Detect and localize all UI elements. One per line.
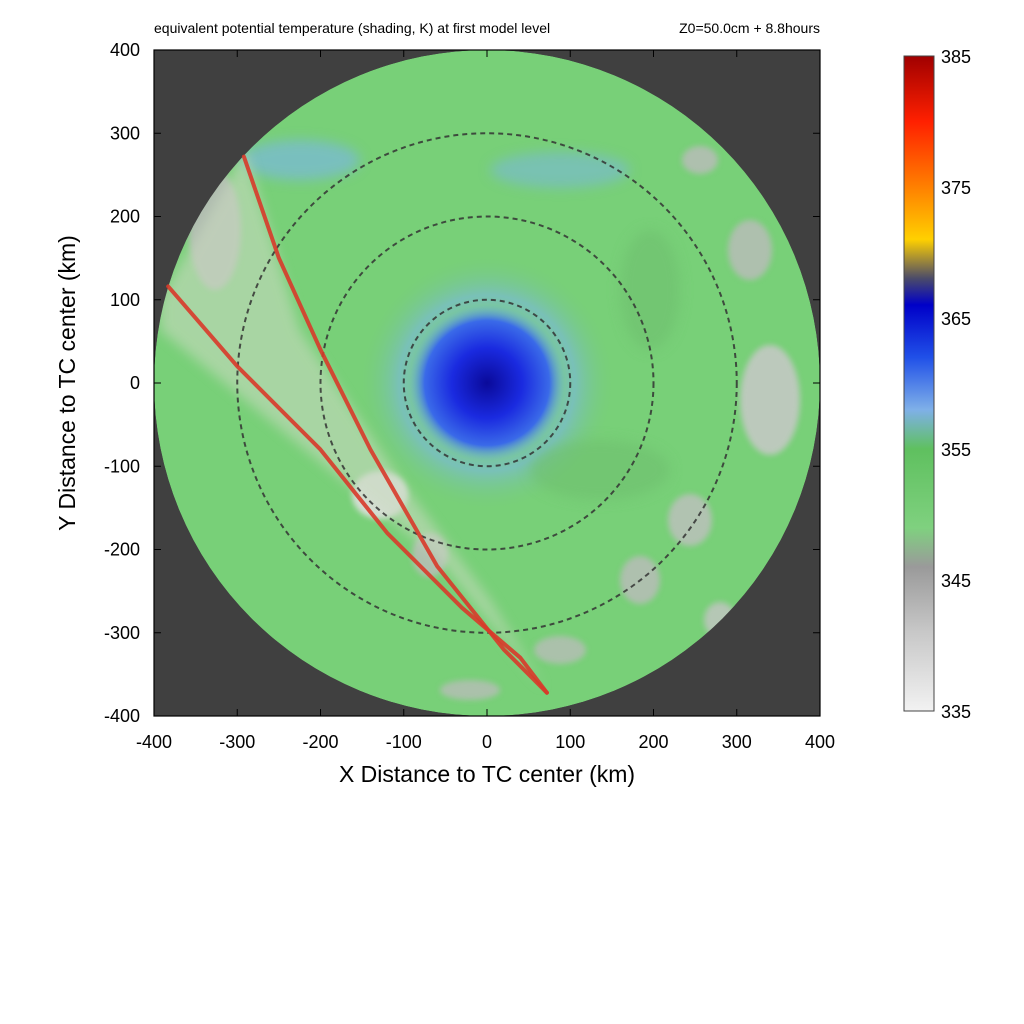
track-line-1 — [241, 154, 549, 695]
colorbar-gradient — [904, 56, 934, 711]
colorbar-tick-label: 345 — [941, 571, 971, 591]
y-tick-label: -100 — [104, 456, 140, 476]
moist-patches — [240, 140, 680, 500]
chart-title: equivalent potential temperature (shadin… — [154, 20, 550, 36]
y-axis: -400 -300 -200 -100 0 100 200 300 400 — [104, 40, 820, 726]
chart-subtitle: Z0=50.0cm + 8.8hours — [679, 20, 820, 36]
range-ring-300 — [236, 132, 738, 634]
x-tick-label: 300 — [722, 732, 752, 752]
plot-area — [154, 50, 820, 716]
y-tick-label: -200 — [104, 540, 140, 560]
range-rings — [236, 132, 738, 634]
y-tick-label: 300 — [110, 123, 140, 143]
track-lines — [166, 154, 549, 695]
colorbar-tick-label: 335 — [941, 702, 971, 722]
y-tick-label: 0 — [130, 373, 140, 393]
colorbar-tick-label: 385 — [941, 47, 971, 67]
colorbar-tick-label: 375 — [941, 178, 971, 198]
theta-e-field — [154, 50, 820, 716]
x-tick-label: -300 — [219, 732, 255, 752]
y-tick-label: 400 — [110, 40, 140, 60]
eye-core — [409, 305, 565, 461]
colorbar: 335 345 355 365 375 385 — [903, 47, 971, 722]
x-axis-label: X Distance to TC center (km) — [339, 761, 635, 787]
x-axis: -400 -300 -200 -100 0 100 200 300 400 — [136, 50, 835, 752]
x-tick-label: 100 — [555, 732, 585, 752]
x-tick-label: -200 — [302, 732, 338, 752]
y-tick-label: 100 — [110, 290, 140, 310]
y-axis-label: Y Distance to TC center (km) — [54, 235, 80, 531]
x-tick-label: 400 — [805, 732, 835, 752]
colorbar-ticks: 335 345 355 365 375 385 — [941, 47, 971, 722]
x-tick-label: -100 — [386, 732, 422, 752]
y-tick-label: -300 — [104, 623, 140, 643]
x-tick-label: 200 — [638, 732, 668, 752]
y-tick-label: -400 — [104, 706, 140, 726]
x-tick-label: -400 — [136, 732, 172, 752]
range-ring-100 — [402, 298, 572, 468]
colorbar-frame — [903, 55, 935, 712]
range-ring-200 — [319, 215, 655, 551]
y-tick-label: 200 — [110, 207, 140, 227]
track-line-2 — [166, 284, 549, 695]
colorbar-tick-label: 365 — [941, 309, 971, 329]
colorbar-tick-label: 355 — [941, 440, 971, 460]
x-tick-label: 0 — [482, 732, 492, 752]
